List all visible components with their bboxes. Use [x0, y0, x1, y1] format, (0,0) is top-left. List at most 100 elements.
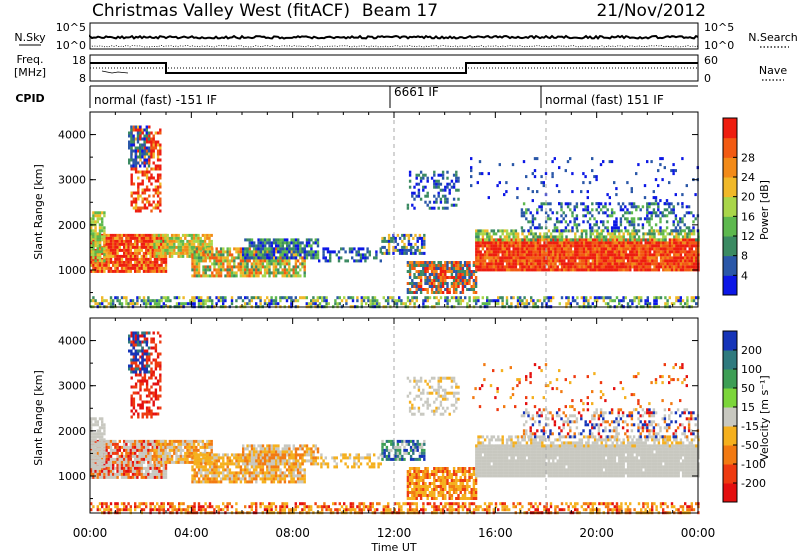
- heatmap-cell: [235, 299, 238, 303]
- heatmap-cell: [608, 196, 611, 200]
- heatmap-cell: [369, 302, 372, 306]
- heatmap-cell: [670, 202, 673, 206]
- heatmap-cell: [411, 285, 414, 288]
- heatmap-cell: [618, 247, 621, 251]
- heatmap-cell: [607, 262, 610, 266]
- heatmap-cell: [686, 235, 689, 239]
- heatmap-cell: [435, 296, 438, 300]
- heatmap-cell: [419, 270, 423, 273]
- heatmap-cell: [472, 285, 476, 288]
- heatmap-cell: [118, 248, 121, 252]
- heatmap-cell: [272, 250, 276, 254]
- heatmap-cell: [120, 445, 124, 449]
- heatmap-cell: [457, 179, 460, 183]
- heatmap-cell: [481, 253, 485, 257]
- heatmap-cell: [631, 302, 634, 306]
- heatmap-cell: [151, 475, 154, 479]
- heatmap-cell: [450, 185, 454, 189]
- heatmap-cell: [415, 285, 418, 288]
- heatmap-cell: [452, 182, 456, 186]
- heatmap-cell: [597, 202, 600, 206]
- heatmap-cell: [657, 214, 660, 218]
- heatmap-cell: [525, 302, 528, 306]
- heatmap-cell: [558, 262, 562, 266]
- heatmap-cell: [599, 208, 603, 212]
- heatmap-cell: [675, 265, 678, 269]
- heatmap-cell: [120, 266, 124, 270]
- heatmap-cell: [575, 226, 579, 230]
- heatmap-cell: [148, 170, 151, 174]
- heatmap-cell: [426, 299, 429, 303]
- heatmap-cell: [607, 256, 610, 260]
- heatmap-cell: [162, 469, 165, 473]
- heatmap-cell: [134, 125, 137, 129]
- heatmap-cell: [107, 233, 110, 237]
- heatmap-cell: [435, 197, 438, 201]
- heatmap-cell: [549, 250, 553, 254]
- heatmap-cell: [368, 250, 371, 254]
- heatmap-cell: [635, 238, 639, 242]
- heatmap-cell: [112, 260, 115, 264]
- heatmap-cell: [541, 265, 544, 269]
- heatmap-cell: [521, 302, 524, 306]
- heatmap-cell: [257, 262, 260, 266]
- heatmap-cell: [94, 259, 97, 263]
- heatmap-cell: [153, 469, 157, 473]
- heatmap-cell: [589, 265, 592, 269]
- heatmap-cell: [615, 259, 619, 263]
- heatmap-cell: [585, 241, 588, 245]
- heatmap-cell: [613, 211, 616, 215]
- heatmap-cell: [336, 296, 339, 300]
- heatmap-cell: [446, 170, 449, 174]
- heatmap-cell: [203, 236, 207, 240]
- heatmap-cell: [255, 244, 258, 248]
- heatmap-cell: [575, 214, 579, 218]
- heatmap-cell: [301, 259, 304, 263]
- heatmap-cell: [120, 469, 124, 473]
- heatmap-cell: [411, 203, 414, 207]
- heatmap-cell: [565, 241, 568, 245]
- heatmap-cell: [105, 472, 108, 476]
- heatmap-cell: [197, 268, 201, 272]
- heatmap-cell: [611, 232, 614, 236]
- heatmap-cell: [450, 270, 454, 273]
- heatmap-cell: [670, 256, 674, 260]
- heatmap-cell: [94, 472, 97, 476]
- heatmap-cell: [149, 239, 152, 243]
- heatmap-cell: [164, 236, 167, 240]
- heatmap-cell: [677, 299, 680, 303]
- heatmap-cell: [633, 241, 636, 245]
- heatmap-cell: [96, 244, 99, 248]
- heatmap-cell: [116, 299, 119, 303]
- heatmap-cell: [132, 191, 136, 195]
- heatmap-cell: [123, 266, 126, 270]
- heatmap-cell: [422, 188, 425, 192]
- heatmap-cell: [695, 241, 698, 245]
- heatmap-cell: [600, 268, 603, 272]
- heatmap-cell: [409, 248, 413, 252]
- heatmap-cell: [143, 128, 146, 132]
- heatmap-cell: [151, 233, 154, 237]
- heatmap-cell: [264, 238, 267, 242]
- heatmap-cell: [164, 260, 168, 264]
- heatmap-cell: [593, 238, 597, 242]
- heatmap-cell: [527, 241, 531, 245]
- heatmap-cell: [629, 259, 632, 263]
- heatmap-cell: [147, 296, 150, 300]
- heatmap-cell: [573, 217, 576, 221]
- heatmap-cell: [145, 469, 148, 473]
- heatmap-cell: [252, 259, 256, 263]
- heatmap-cell: [134, 460, 137, 464]
- heatmap-cell: [522, 202, 526, 206]
- heatmap-cell: [274, 274, 278, 278]
- heatmap-cell: [112, 302, 115, 306]
- heatmap-cell: [277, 262, 280, 266]
- heatmap-cell: [130, 155, 133, 159]
- heatmap-cell: [607, 250, 610, 254]
- heatmap-cell: [481, 235, 485, 239]
- heatmap-cell: [533, 226, 537, 230]
- heatmap-cell: [411, 261, 414, 264]
- heatmap-cell: [564, 202, 568, 206]
- heatmap-cell: [651, 244, 654, 248]
- heatmap-cell: [241, 265, 245, 269]
